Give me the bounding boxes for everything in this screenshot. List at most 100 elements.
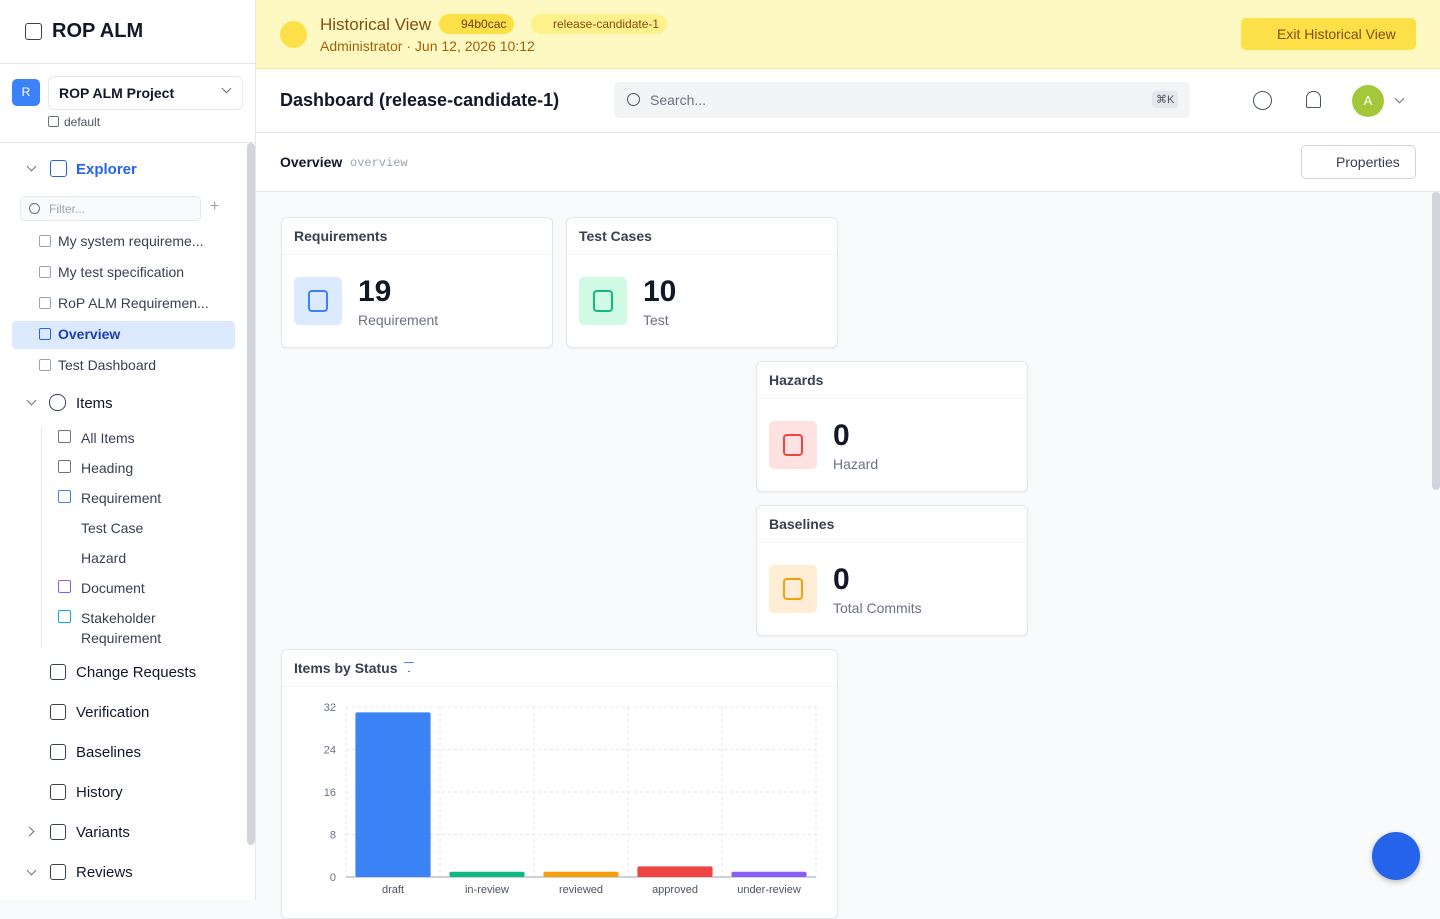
divider (757, 398, 1027, 399)
icon-glyph (593, 290, 613, 312)
search-placeholder: Search... (650, 92, 707, 108)
divider (282, 686, 837, 687)
items-label[interactable]: Items (76, 395, 113, 412)
properties-button[interactable]: Properties (1301, 145, 1416, 179)
icon (39, 297, 51, 309)
chevron (221, 83, 232, 94)
icon (48, 116, 59, 127)
icon (50, 744, 66, 760)
banner-title: Historical View (320, 15, 432, 34)
tree-line (41, 426, 42, 648)
y-tick-label: 16 (324, 787, 336, 799)
stat-card: Hazards 0 Hazard (756, 361, 1028, 492)
icon (25, 23, 42, 40)
x-tick-label: draft (382, 884, 404, 896)
y-tick-label: 32 (324, 702, 336, 714)
card-value: 19 (358, 275, 392, 308)
filter-input[interactable]: Filter... (20, 196, 201, 221)
bar (731, 871, 807, 877)
nav-link[interactable]: Baselines (76, 744, 142, 761)
divider (0, 63, 255, 64)
document-link[interactable]: My system requireme... (58, 233, 204, 249)
nav-link[interactable]: Variants (76, 824, 130, 841)
chevron[interactable] (24, 826, 35, 837)
avatar[interactable]: A (1352, 85, 1384, 117)
icon (39, 235, 51, 247)
exit-button[interactable]: Exit Historical View (1241, 18, 1416, 50)
project-select[interactable]: ROP ALM Project (48, 76, 243, 110)
x-tick-label: approved (652, 884, 698, 896)
chevron[interactable] (26, 865, 37, 876)
divider (567, 254, 837, 255)
icon (50, 160, 67, 177)
item-type-link[interactable]: Hazard (81, 550, 127, 566)
project-name: ROP ALM Project (59, 85, 175, 101)
commit-badge: 94b0cac (439, 14, 515, 34)
nav-link[interactable]: Verification (76, 704, 150, 721)
chevron[interactable] (26, 395, 37, 406)
selected-bg (12, 321, 235, 349)
card-value: 0 (833, 419, 850, 452)
document-link[interactable]: RoP ALM Requiremen... (58, 295, 209, 311)
chevron[interactable] (1394, 93, 1405, 104)
card-value: 10 (643, 275, 677, 308)
icon (58, 580, 71, 593)
nav-link[interactable]: Change Requests (76, 664, 197, 681)
card-icon (769, 565, 817, 613)
chat-button[interactable] (1372, 832, 1420, 880)
card-unit: Total Commits (833, 600, 922, 616)
icon (39, 328, 51, 340)
stat-card: Test Cases 10 Test (566, 217, 838, 348)
bar (449, 871, 525, 877)
notifications-button[interactable] (1306, 91, 1321, 108)
card-title: Test Cases (579, 228, 652, 244)
scrollbar (1432, 192, 1440, 490)
divider (757, 542, 1027, 543)
stat-card: Requirements 19 Requirement (281, 217, 553, 348)
icon-glyph (783, 578, 803, 600)
toolbar: Overview overview Properties (256, 133, 1440, 192)
chart-card: Items by Status 0 8 16 24 32 draft in-review rev… (281, 649, 838, 919)
search-icon (29, 203, 40, 214)
y-tick-label: 0 (330, 872, 336, 884)
explorer[interactable]: Explorer (76, 161, 137, 178)
document-link[interactable]: My test specification (58, 264, 185, 280)
x-tick-label: reviewed (559, 884, 603, 896)
chevron[interactable] (26, 161, 37, 172)
card-title: Baselines (769, 516, 835, 532)
icon (50, 704, 66, 720)
item-type-link[interactable]: Document (81, 580, 145, 596)
icon (39, 266, 51, 278)
card-value: 0 (833, 563, 850, 596)
document-link[interactable]: Test Dashboard (58, 357, 157, 373)
bar-chart: 0 8 16 24 32 draft in-review reviewed approved un… (324, 702, 817, 896)
nav-link[interactable]: Reviews (76, 864, 133, 881)
project-badge: R (12, 79, 40, 106)
item-type-link[interactable]: All Items (81, 430, 135, 446)
card-title: Requirements (294, 228, 388, 244)
item-type-link[interactable]: Heading (81, 460, 134, 476)
help-button[interactable] (1253, 91, 1272, 110)
y-tick-label: 24 (324, 745, 336, 757)
document-link[interactable]: Overview (58, 326, 121, 342)
item-type-link[interactable]: Stakeholder Requirement (81, 610, 162, 646)
chart-title: Items by Status (294, 660, 398, 676)
banner-meta: Administrator · Jun 12, 2026 10:12 (320, 38, 535, 54)
icon (58, 610, 71, 623)
workspace: default (64, 115, 101, 129)
sidebar: ROP ALM R ROP ALM Project default Explorer Fi… (0, 0, 256, 900)
icon-glyph (783, 434, 803, 456)
card-icon (579, 277, 627, 325)
icon-glyph (308, 290, 328, 312)
card-unit: Requirement (358, 312, 439, 328)
search-icon (627, 93, 640, 106)
nav-link[interactable]: History (76, 784, 123, 801)
filter-placeholder: Filter... (49, 202, 86, 216)
item-type-link[interactable]: Test Case (81, 520, 144, 536)
bar (637, 866, 713, 877)
shortcut: ⌘K (1152, 91, 1179, 108)
search-box[interactable]: Search... ⌘K (614, 82, 1190, 118)
historical-banner: Historical View 94b0cac release-candidate-… (256, 0, 1440, 69)
add-button[interactable]: + (210, 198, 220, 215)
item-type-link[interactable]: Requirement (81, 490, 162, 506)
